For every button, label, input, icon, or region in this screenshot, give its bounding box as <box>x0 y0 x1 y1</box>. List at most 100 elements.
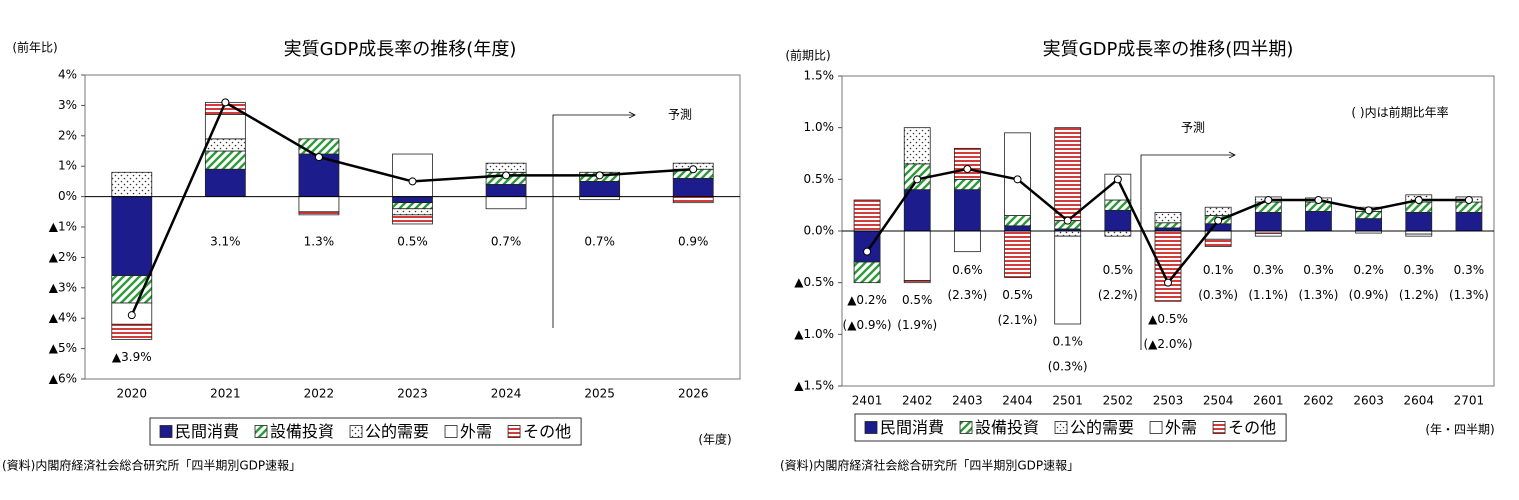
data-label: 0.1% <box>1203 263 1234 277</box>
bar-segment <box>1355 218 1383 232</box>
data-label: 0.5% <box>902 293 933 307</box>
y-tick-label: 0.0% <box>804 224 835 238</box>
data-label: 0.6% <box>952 263 983 277</box>
data-label: 0.5% <box>397 235 428 249</box>
x-tick-label: 2401 <box>852 394 883 408</box>
line-point <box>1013 175 1022 184</box>
x-tick-label: 2025 <box>584 387 615 401</box>
line-point <box>1264 196 1273 204</box>
forecast-arrowhead <box>1228 151 1236 159</box>
annual-label: (▲2.0%) <box>1143 337 1192 351</box>
y-tick-label: 4% <box>58 68 77 82</box>
line-point <box>1464 196 1473 204</box>
annual-label: (2.2%) <box>1098 288 1138 302</box>
x-tick-label: 2403 <box>952 394 983 408</box>
y-tick-label: ▲4% <box>49 311 77 325</box>
x-tick-label: 2601 <box>1253 394 1284 408</box>
x-tick-label: 2501 <box>1052 394 1083 408</box>
legend-label: 外需 <box>460 422 492 441</box>
y-tick-label: 1% <box>58 159 77 173</box>
forecast-label: 予測 <box>668 108 692 122</box>
x-axis-label: (年度) <box>698 432 731 447</box>
y-tick-label: 0.5% <box>804 172 835 186</box>
legend-label: 公的需要 <box>365 422 429 441</box>
line-point <box>963 165 972 173</box>
y-tick-label: 1.0% <box>804 120 835 134</box>
bar-segment <box>485 162 527 173</box>
bar-segment <box>298 211 340 216</box>
data-label: 0.3% <box>1253 263 1284 277</box>
bar-segment <box>392 153 433 197</box>
line-point <box>1113 175 1122 184</box>
source: (資料)内閣府経済社会総合研究所「四半期別GDP速報」 <box>2 458 301 473</box>
legend-swatch <box>507 425 521 438</box>
bar-segment <box>953 189 981 232</box>
data-label: 0.7% <box>491 235 522 249</box>
bar-segment <box>1104 199 1132 211</box>
x-axis-label: (年・四半期) <box>1425 423 1494 437</box>
x-tick-label: 2604 <box>1403 394 1434 408</box>
data-label: 0.1% <box>1052 335 1083 349</box>
bar-segment <box>1054 127 1082 222</box>
forecast-marker <box>1140 154 1235 350</box>
x-tick-label: 2404 <box>1002 394 1033 408</box>
bar-segment <box>1154 222 1182 229</box>
bar-segment <box>1405 233 1433 237</box>
data-label: ▲0.5% <box>1148 312 1188 326</box>
bar-segment <box>392 196 433 204</box>
annual-label: (1.3%) <box>1449 288 1489 302</box>
legend-swatch <box>444 425 458 438</box>
data-label: 0.3% <box>1454 263 1485 277</box>
chart-title: 実質GDP成長率の推移(年度) <box>284 39 517 60</box>
data-label: ▲0.2% <box>847 293 887 307</box>
line-point <box>1214 216 1223 225</box>
plot-area <box>84 74 741 380</box>
y-tick-label: ▲1% <box>49 220 77 234</box>
bar-segment <box>579 180 621 197</box>
legend-label: その他 <box>1228 418 1276 437</box>
bar-segment <box>1004 230 1031 278</box>
bar-segment <box>392 214 433 225</box>
data-label: 0.3% <box>1404 263 1435 277</box>
forecast-marker <box>552 114 635 328</box>
bar-segment <box>672 177 714 198</box>
x-tick-label: 2021 <box>210 387 241 401</box>
bar-segment <box>953 178 981 191</box>
x-tick-label: 2503 <box>1153 394 1184 408</box>
line-point <box>1063 216 1072 225</box>
legend-swatch <box>959 421 973 434</box>
legend-label: 設備投資 <box>975 418 1039 437</box>
bar-segment <box>853 199 881 232</box>
bar-segment <box>1455 211 1483 232</box>
annual-label: (0.3%) <box>1198 288 1238 302</box>
bar-segment <box>853 230 881 263</box>
bar-segment <box>485 196 527 210</box>
annual-label: (2.1%) <box>998 313 1038 327</box>
bar-segment <box>1104 230 1132 237</box>
annual-label: (1.2%) <box>1399 288 1439 302</box>
bar-segment <box>1054 230 1082 237</box>
legend: 民間消費 設備投資 公的需要 外需 その他 <box>149 417 582 446</box>
bar-segment <box>903 230 931 281</box>
data-label: 0.9% <box>678 235 709 249</box>
annual-label: (1.3%) <box>1299 288 1339 302</box>
x-tick-label: 2022 <box>304 387 335 401</box>
x-tick-label: 2024 <box>491 387 522 401</box>
bar-segment <box>111 323 153 340</box>
legend-swatch <box>1212 421 1226 434</box>
bar-segment <box>1154 211 1182 224</box>
line-point <box>689 165 698 174</box>
y-tick-label: ▲2% <box>49 250 77 264</box>
bar-segment <box>903 127 931 165</box>
bar-segment <box>111 196 153 277</box>
bar-segment <box>953 230 981 253</box>
x-tick-label: 2023 <box>397 387 428 401</box>
data-label: 0.3% <box>1303 263 1334 277</box>
line-point <box>221 98 230 107</box>
data-label: 3.1% <box>210 235 241 249</box>
bar-segment <box>204 150 246 170</box>
bar-segment <box>672 196 714 204</box>
x-tick-label: 2701 <box>1454 394 1485 408</box>
annual-label: (2.3%) <box>947 288 987 302</box>
bar-segment <box>1305 210 1332 232</box>
